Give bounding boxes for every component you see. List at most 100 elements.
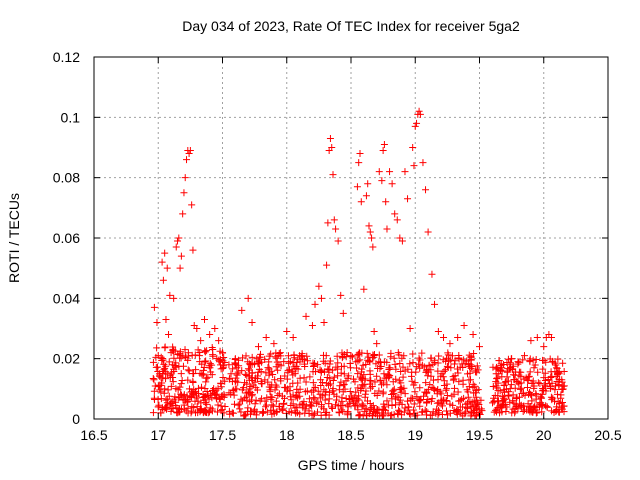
data-point — [528, 397, 536, 405]
data-point — [302, 378, 310, 386]
data-point — [347, 364, 355, 372]
data-point — [497, 403, 505, 411]
data-point — [241, 370, 249, 378]
data-point — [414, 396, 422, 404]
data-point — [157, 388, 165, 396]
data-point — [309, 362, 317, 370]
data-point — [355, 412, 363, 420]
data-point — [383, 397, 391, 405]
data-point — [184, 366, 192, 374]
data-point — [467, 354, 475, 362]
data-point — [346, 399, 354, 407]
data-point — [311, 384, 319, 392]
data-point — [489, 363, 497, 371]
data-point — [451, 384, 459, 392]
data-point — [546, 384, 554, 392]
data-point — [218, 406, 226, 414]
data-point — [366, 406, 374, 414]
data-point — [388, 401, 396, 409]
data-point — [525, 372, 533, 380]
data-point — [191, 388, 199, 396]
data-point — [399, 363, 407, 371]
data-point — [408, 377, 416, 385]
data-point — [248, 353, 256, 361]
data-point — [353, 351, 361, 359]
data-point — [167, 382, 175, 390]
data-point — [216, 395, 224, 403]
data-point — [258, 358, 266, 366]
data-point — [443, 407, 451, 415]
data-point — [219, 374, 227, 382]
data-point — [332, 363, 340, 371]
data-point — [446, 400, 454, 408]
data-point — [467, 412, 475, 420]
data-point — [404, 403, 412, 411]
data-point — [547, 393, 555, 401]
data-point — [432, 409, 440, 417]
data-point — [187, 409, 195, 417]
data-point — [203, 347, 211, 355]
data-point — [229, 365, 237, 373]
data-point — [372, 360, 380, 368]
data-point — [161, 364, 169, 372]
data-point — [289, 400, 297, 408]
data-point — [469, 384, 477, 392]
data-point — [254, 343, 262, 351]
data-point — [406, 409, 414, 417]
data-point — [353, 364, 361, 372]
data-point — [213, 354, 221, 362]
data-point — [271, 386, 279, 394]
data-point — [495, 357, 503, 365]
data-point — [376, 365, 384, 373]
data-point — [345, 395, 353, 403]
data-point — [317, 294, 325, 302]
data-point — [153, 363, 161, 371]
data-point — [206, 404, 214, 412]
data-point — [490, 394, 498, 402]
data-point — [386, 168, 394, 176]
data-point — [185, 367, 193, 375]
data-point — [231, 385, 239, 393]
x-tick-label: 19.5 — [466, 427, 493, 443]
data-point — [348, 353, 356, 361]
data-point — [376, 377, 384, 385]
x-tick-label: 18.5 — [337, 427, 364, 443]
data-point — [189, 378, 197, 386]
data-point — [262, 401, 270, 409]
data-point — [448, 392, 456, 400]
data-point — [311, 359, 319, 367]
data-point — [322, 352, 330, 360]
data-point — [523, 383, 531, 391]
data-point — [428, 270, 436, 278]
data-point — [541, 381, 549, 389]
data-point — [353, 395, 361, 403]
data-point — [344, 411, 352, 419]
data-point — [187, 392, 195, 400]
y-tick-label: 0.08 — [53, 170, 80, 186]
data-point — [434, 367, 442, 375]
data-point — [324, 219, 332, 227]
data-point — [511, 371, 519, 379]
data-point — [232, 374, 240, 382]
data-point — [547, 334, 555, 342]
data-point — [375, 168, 383, 176]
data-point — [418, 349, 426, 357]
data-point — [253, 386, 261, 394]
data-point — [553, 364, 561, 372]
data-point — [520, 352, 528, 360]
data-point — [170, 365, 178, 373]
data-point — [261, 376, 269, 384]
data-point — [501, 379, 509, 387]
data-point — [493, 374, 501, 382]
data-point — [476, 343, 483, 351]
data-point — [395, 351, 403, 359]
data-point — [163, 395, 171, 403]
data-point — [379, 390, 387, 398]
data-point — [274, 366, 282, 374]
data-point — [534, 368, 542, 376]
data-point — [395, 399, 403, 407]
data-point — [440, 334, 448, 342]
data-point — [163, 370, 171, 378]
data-point — [360, 285, 368, 293]
